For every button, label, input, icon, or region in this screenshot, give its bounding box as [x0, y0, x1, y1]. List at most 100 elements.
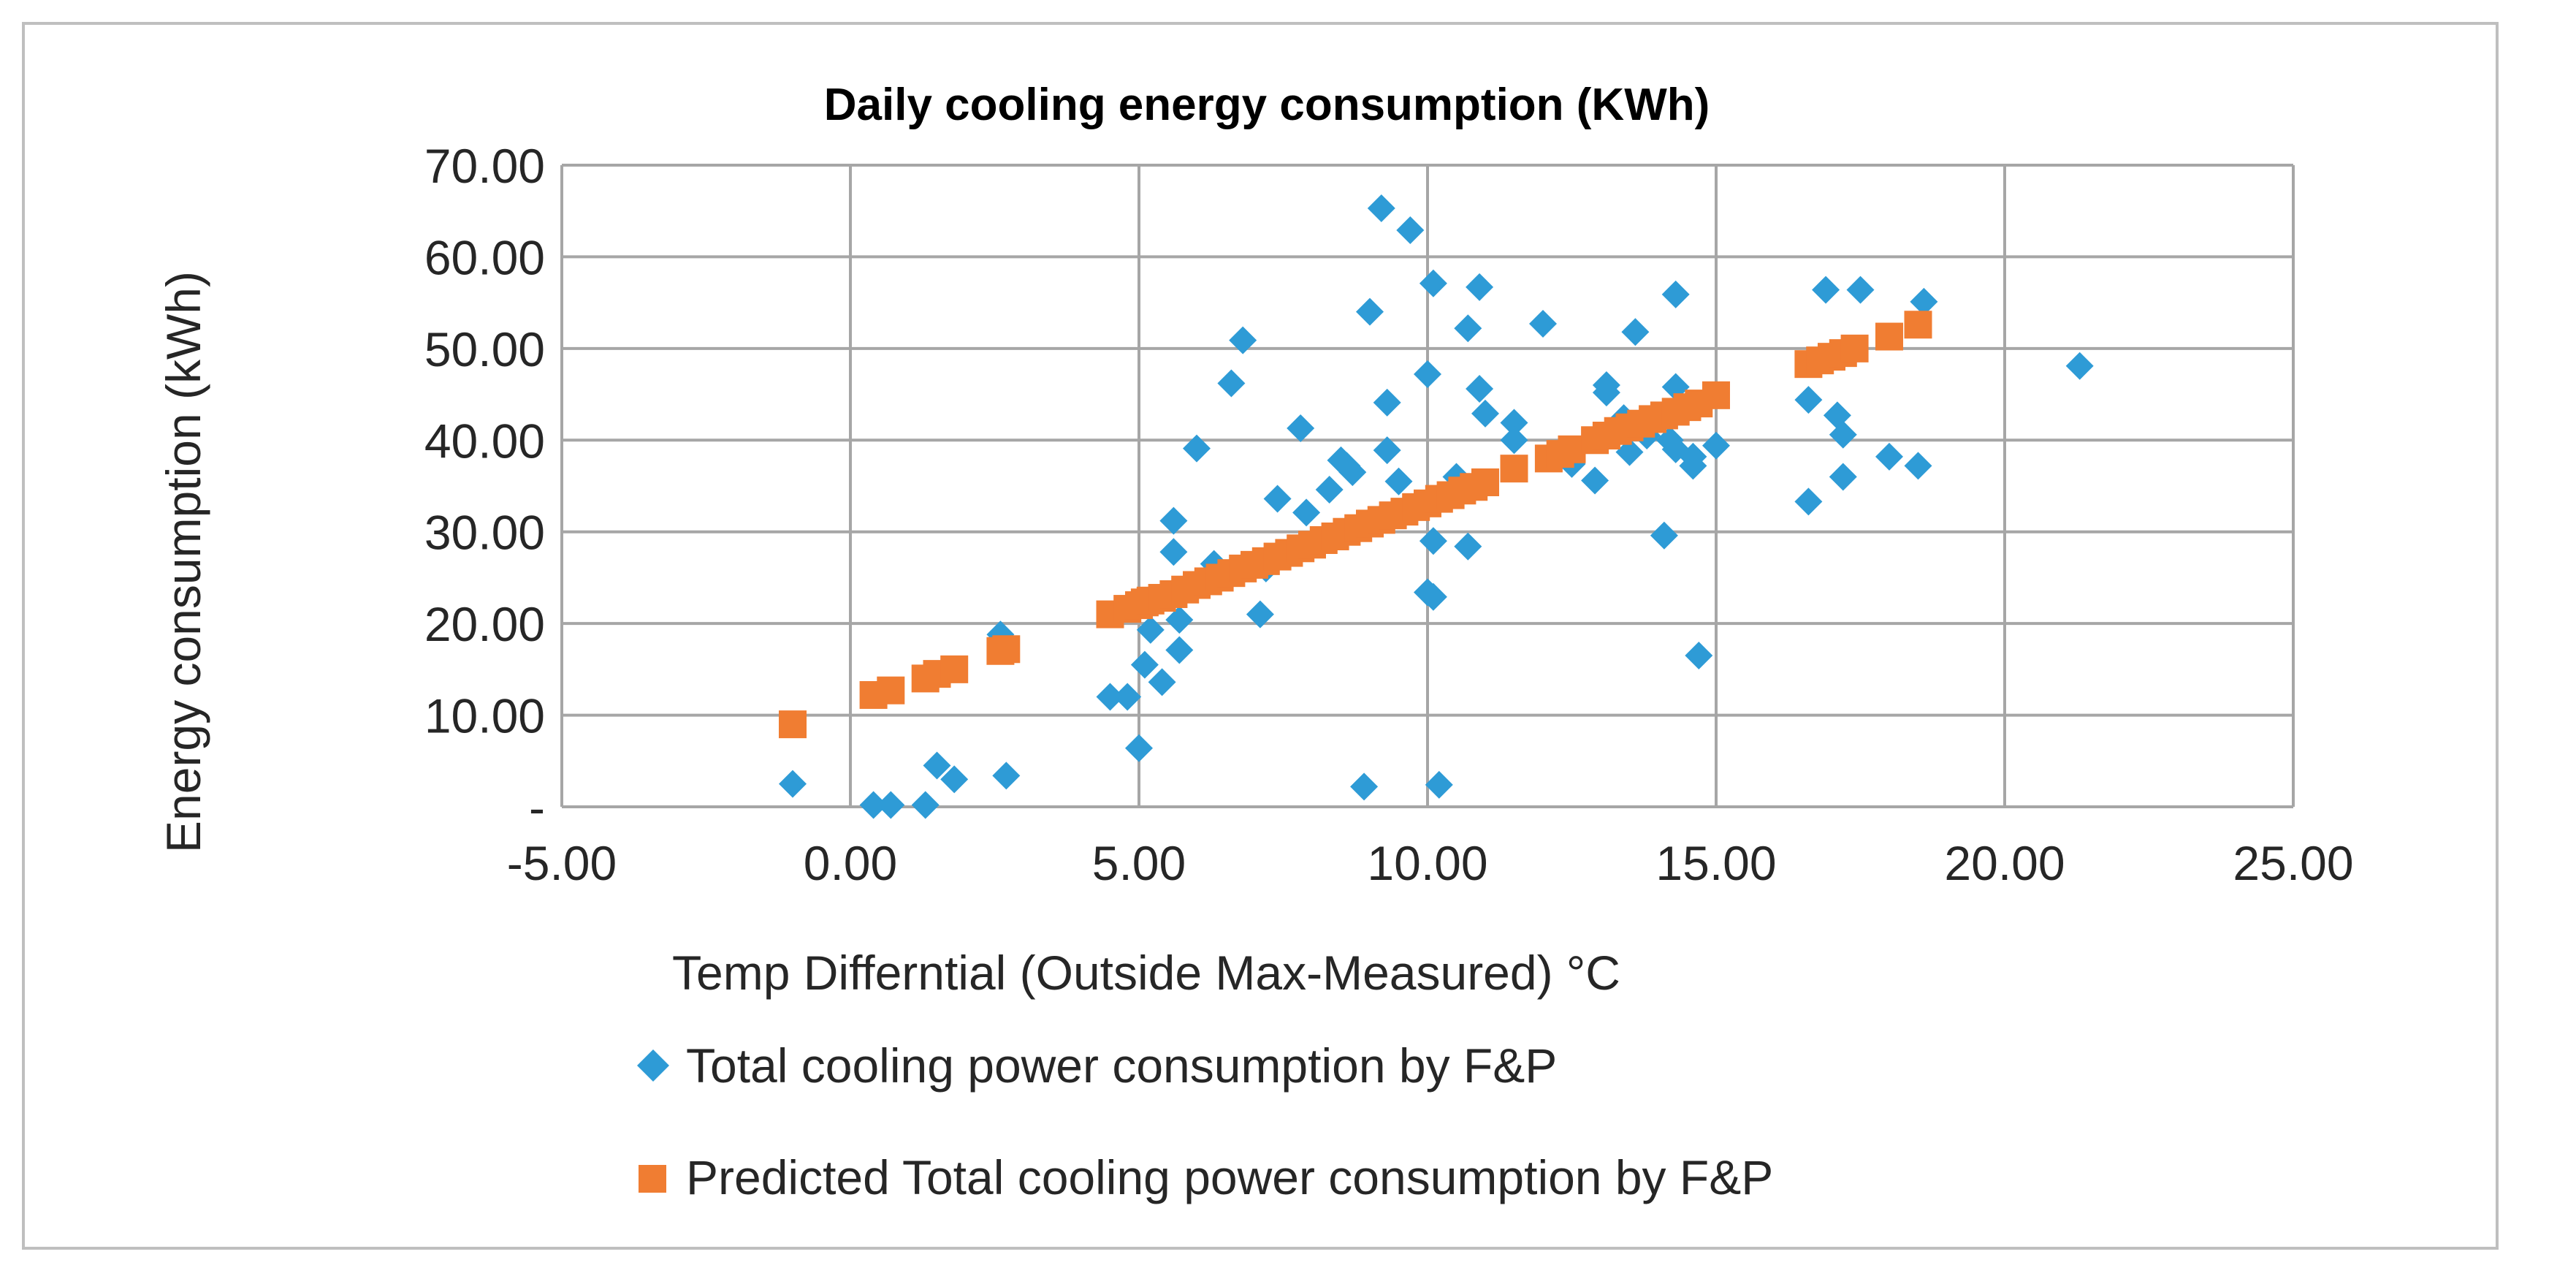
- predicted-point: [992, 635, 1021, 664]
- measured-point: [1679, 452, 1707, 480]
- y-tick-label: 10.00: [424, 689, 545, 743]
- predicted-point: [779, 710, 807, 739]
- x-tick-label: 10.00: [1367, 836, 1487, 890]
- measured-point: [1414, 360, 1441, 388]
- measured-point: [1367, 194, 1395, 222]
- measured-point: [1396, 216, 1425, 245]
- measured-point: [1592, 379, 1620, 407]
- measured-point: [1159, 538, 1188, 566]
- measured-point: [1812, 276, 1840, 304]
- measured-point: [1425, 770, 1453, 799]
- x-tick-label: 20.00: [1944, 836, 2065, 890]
- measured-point: [779, 770, 807, 798]
- measured-point: [1148, 668, 1176, 696]
- predicted-point: [1904, 311, 1932, 339]
- y-tick-label: 20.00: [424, 597, 545, 651]
- y-tick-label: 30.00: [424, 506, 545, 560]
- x-axis-title: Temp Differntial (Outside Max-Measured) …: [672, 946, 1620, 1000]
- y-tick-label: 50.00: [424, 322, 545, 376]
- measured-point: [1794, 487, 1823, 516]
- chart-frame: Daily cooling energy consumption (KWh) -…: [22, 22, 2499, 1250]
- measured-point: [1454, 532, 1482, 561]
- x-tick-labels: -5.00 0.00 5.00 10.00 15.00 20.00 25.00: [507, 836, 2354, 890]
- predicted-point: [877, 676, 905, 705]
- legend-predicted-label: Predicted Total cooling power consumptio…: [686, 1150, 1773, 1204]
- y-tick-labels: - 10.00 20.00 30.00 40.00 50.00 60.00 70.00: [424, 139, 545, 835]
- measured-point: [1217, 369, 1246, 398]
- measured-point: [1466, 375, 1494, 403]
- predicted-point: [1840, 334, 1869, 362]
- measured-point: [1263, 485, 1292, 513]
- x-tick-label: 5.00: [1092, 836, 1186, 890]
- measured-point: [1292, 498, 1321, 527]
- predicted-series: [779, 311, 1932, 739]
- measured-point: [1829, 420, 1857, 449]
- measured-point: [1581, 466, 1609, 495]
- measured-point: [1384, 467, 1413, 495]
- chart-svg: Daily cooling energy consumption (KWh) -…: [156, 80, 2354, 1204]
- measured-point: [2065, 352, 2094, 380]
- chart-title: Daily cooling energy consumption (KWh): [824, 80, 1710, 130]
- y-tick-label: 60.00: [424, 230, 545, 284]
- measured-point: [1529, 309, 1557, 338]
- measured-point: [1661, 373, 1690, 401]
- legend: Total cooling power consumption by F&P P…: [637, 1038, 1773, 1204]
- measured-point: [1373, 436, 1401, 465]
- measured-point: [1165, 606, 1194, 634]
- measured-point: [1471, 399, 1499, 428]
- measured-point: [1910, 287, 1938, 316]
- y-tick-label: 40.00: [424, 414, 545, 468]
- measured-point: [1125, 734, 1153, 762]
- measured-point: [1350, 772, 1379, 801]
- x-tick-label: -5.00: [507, 836, 617, 890]
- measured-point: [1875, 442, 1903, 471]
- measured-point: [1113, 683, 1142, 711]
- legend-measured-label: Total cooling power consumption by F&P: [686, 1038, 1557, 1093]
- predicted-point: [1471, 468, 1499, 496]
- square-marker-icon: [639, 1165, 666, 1193]
- measured-point: [1130, 650, 1159, 679]
- measured-point: [1615, 438, 1644, 466]
- measured-point: [1685, 642, 1713, 670]
- measured-point: [1229, 326, 1257, 354]
- measured-point: [859, 791, 888, 819]
- measured-point: [1373, 388, 1401, 417]
- measured-point: [923, 751, 951, 780]
- measured-point: [1650, 521, 1678, 550]
- measured-point: [1183, 434, 1211, 463]
- measured-point: [1096, 683, 1124, 711]
- grid-layer: [560, 164, 2295, 808]
- x-tick-label: 15.00: [1655, 836, 1776, 890]
- measured-point: [1846, 276, 1875, 304]
- measured-point: [1356, 297, 1384, 326]
- measured-point: [1136, 615, 1165, 644]
- predicted-point: [1702, 381, 1730, 409]
- measured-point: [1287, 414, 1315, 442]
- measured-point: [1829, 463, 1857, 491]
- measured-point: [1904, 452, 1932, 480]
- measured-point: [1702, 431, 1730, 460]
- measured-point: [1500, 426, 1528, 455]
- y-tick-label: 70.00: [424, 139, 545, 193]
- measured-point: [1165, 636, 1194, 664]
- measured-point: [1419, 527, 1447, 555]
- measured-point: [940, 765, 969, 794]
- x-tick-label: 25.00: [2233, 836, 2353, 890]
- measured-point: [1621, 318, 1650, 346]
- measured-point: [1794, 386, 1823, 414]
- predicted-point: [1875, 322, 1903, 351]
- measured-point: [1159, 506, 1188, 535]
- y-tick-label: -: [529, 781, 545, 835]
- measured-point: [1466, 273, 1494, 301]
- predicted-point: [940, 655, 969, 683]
- measured-point: [1338, 458, 1367, 487]
- predicted-point: [1500, 455, 1528, 483]
- measured-point: [1419, 582, 1447, 611]
- measured-point: [1315, 476, 1344, 504]
- measured-point: [1500, 409, 1528, 437]
- measured-point: [911, 791, 940, 819]
- diamond-marker-icon: [637, 1049, 669, 1082]
- measured-point: [877, 791, 905, 819]
- measured-point: [992, 762, 1021, 790]
- measured-series: [779, 194, 2094, 819]
